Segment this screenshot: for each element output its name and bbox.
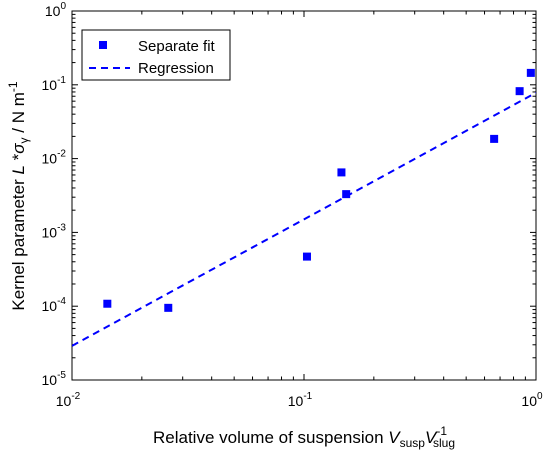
y-tick-label: 10-2 (42, 149, 67, 167)
y-axis-label-sup: -1 (6, 81, 20, 92)
x-axis-label-text: Relative volume of suspension (153, 428, 388, 447)
y-tick-label: 10-5 (42, 370, 67, 388)
y-axis-label-star: * (9, 153, 28, 165)
x-tick-label: 100 (521, 391, 543, 409)
legend-box (81, 29, 231, 81)
data-point (103, 299, 112, 308)
data-point (164, 303, 173, 312)
regression-line (72, 91, 536, 347)
series-layer (72, 68, 536, 347)
y-axis-label: Kernel parameter L *σγ / N m-1 (6, 81, 31, 310)
legend-label-separate-fit: Separate fit (138, 38, 216, 55)
tick-labels: 10-2 10-1 100 10-5 10-4 10-3 10-2 10-1 100 (42, 1, 543, 409)
y-axis-label-sigma-sub: γ (17, 137, 31, 143)
data-point (526, 68, 535, 77)
y-tick-label: 10-3 (42, 222, 67, 240)
x-axis-label-v1: V (388, 428, 401, 447)
x-axis-label: Relative volume of suspension VsuspV-1 sl… (153, 424, 455, 450)
data-point (342, 190, 351, 199)
x-axis-label-v2-sup: -1 (436, 424, 447, 438)
y-axis-label-l: L (9, 165, 28, 174)
x-axis-label-v2: V (425, 428, 438, 447)
legend-marker-separate-fit (99, 41, 107, 49)
data-point (490, 134, 499, 143)
y-tick-label: 10-1 (42, 75, 67, 93)
y-tick-label: 100 (45, 1, 67, 19)
y-axis-label-sigma: σ (9, 143, 28, 154)
legend: Separate fit Regression (81, 29, 231, 81)
y-tick-label: 10-4 (42, 296, 67, 314)
data-point (515, 87, 524, 96)
x-axis-label-v1-sub: susp (400, 436, 426, 450)
data-point (337, 168, 346, 177)
data-point (302, 252, 311, 261)
axis-ticks (71, 10, 537, 381)
legend-label-regression: Regression (138, 60, 214, 77)
x-axis-label-v2-sub: slug (433, 436, 455, 450)
y-axis-label-text: Kernel parameter (9, 175, 28, 311)
x-tick-label: 10-1 (288, 391, 313, 409)
y-axis-label-rest: / N m (9, 92, 28, 137)
x-tick-label: 10-2 (56, 391, 81, 409)
